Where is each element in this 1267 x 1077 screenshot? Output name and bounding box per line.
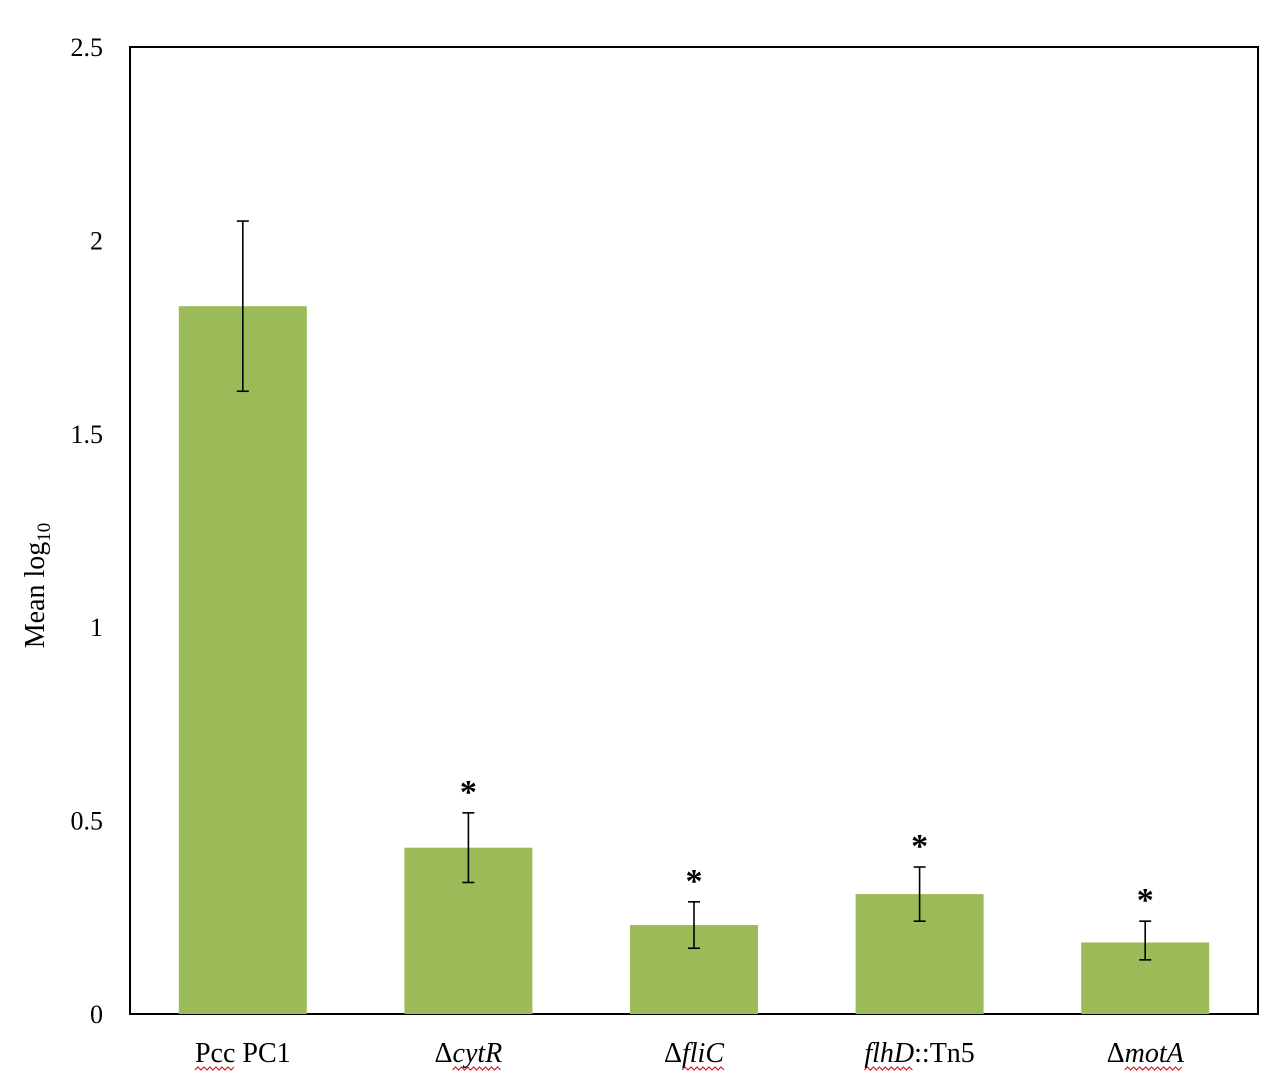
error-bars: [236, 220, 1152, 961]
x-tick-label-part: Δ: [1107, 1038, 1125, 1069]
y-axis-title-subscript: 10: [34, 523, 55, 542]
y-tick-label: 1: [90, 613, 103, 642]
y-tick-label: 0: [90, 1000, 103, 1029]
x-tick-label-part: motA: [1125, 1038, 1185, 1069]
significance-asterisk: *: [1137, 882, 1154, 919]
x-tick-label-part: Δ: [664, 1038, 682, 1069]
y-axis-title: Mean log10: [20, 523, 55, 649]
x-tick-label-part: Δ: [435, 1038, 453, 1069]
error-bar: [913, 866, 926, 922]
y-tick-label: 2: [90, 226, 103, 255]
x-tick-label: ΔfliC: [664, 1038, 724, 1069]
bars: [178, 306, 1210, 1014]
significance-asterisk: *: [460, 774, 477, 811]
error-bar: [236, 220, 249, 393]
x-axis-labels: Pcc PC1 ΔcytR ΔfliC flhD::Tn5 ΔmotA: [194, 1038, 1185, 1071]
significance-asterisk: *: [686, 863, 703, 900]
y-tick-label: 2.5: [71, 33, 104, 62]
x-tick-label-part: cytR: [453, 1038, 503, 1069]
error-bar: [688, 901, 700, 950]
significance-markers: * * * *: [460, 774, 1154, 919]
y-axis-ticks: 0 0.5 1 1.5 2 2.5: [71, 33, 104, 1029]
x-tick-label-part: PC1: [235, 1038, 290, 1069]
y-axis-title-main: Mean log: [20, 542, 51, 649]
error-bar: [1139, 920, 1152, 961]
spellcheck-underline: [194, 1066, 235, 1071]
bar: [178, 306, 307, 1014]
x-tick-label: Pcc PC1: [195, 1038, 291, 1069]
y-tick-label: 0.5: [71, 807, 104, 836]
error-bar: [462, 812, 475, 884]
spellcheck-underline: [863, 1066, 913, 1071]
y-tick-label: 1.5: [71, 420, 104, 449]
spellcheck-underline: [452, 1066, 501, 1071]
spellcheck-underline: [681, 1066, 725, 1071]
x-tick-label: flhD::Tn5: [864, 1038, 974, 1069]
x-tick-label-part: fliC: [682, 1038, 724, 1069]
x-tick-label: ΔcytR: [435, 1038, 503, 1069]
x-tick-label-part: flhD: [864, 1038, 914, 1069]
x-tick-label-part: Pcc: [195, 1038, 235, 1069]
spellcheck-underline: [1124, 1066, 1183, 1071]
significance-asterisk: *: [911, 828, 928, 865]
x-tick-label-part: ::Tn5: [914, 1038, 975, 1069]
x-tick-label: ΔmotA: [1107, 1038, 1185, 1069]
y-axis-title-text: Mean log10: [20, 523, 55, 649]
